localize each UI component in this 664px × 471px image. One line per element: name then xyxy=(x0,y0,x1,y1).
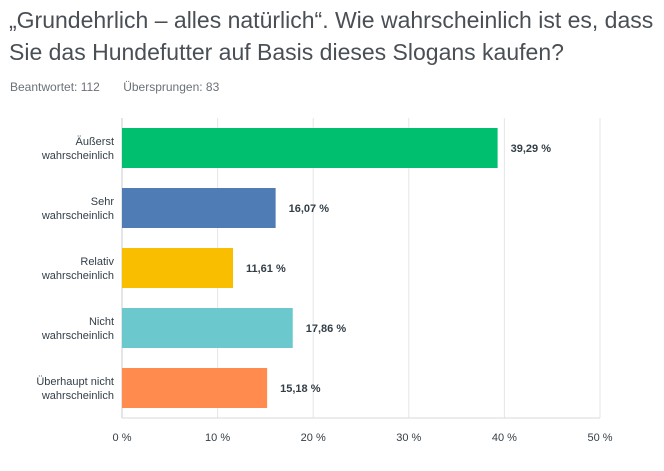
category-label: Relativ wahrscheinlich xyxy=(41,256,115,282)
value-label: 11,61 % xyxy=(246,263,286,275)
category-label: Äußerst wahrscheinlich xyxy=(41,136,114,162)
value-label: 17,86 % xyxy=(306,323,347,335)
bar xyxy=(122,248,233,288)
bar xyxy=(122,368,268,408)
category-label: Nicht wahrscheinlich xyxy=(41,316,114,342)
value-label: 15,18 % xyxy=(280,383,321,395)
x-tick-label: 10 % xyxy=(205,432,230,444)
skipped-count: Übersprungen: 83 xyxy=(123,80,220,94)
x-tick-label: 0 % xyxy=(113,432,132,444)
x-tick-label: 30 % xyxy=(396,432,421,444)
category-label: Überhaupt nicht wahrscheinlich xyxy=(36,376,114,402)
x-tick-label: 20 % xyxy=(301,432,326,444)
value-label: 39,29 % xyxy=(511,143,552,155)
bar xyxy=(122,188,276,228)
answered-count: Beantwortet: 112 xyxy=(10,80,100,94)
bar xyxy=(122,128,498,168)
bar xyxy=(122,308,293,348)
category-label: Sehr wahrscheinlich xyxy=(41,196,114,222)
question-title: „Grundehrlich – alles natürlich“. Wie wa… xyxy=(9,7,654,65)
value-label: 16,07 % xyxy=(289,203,330,215)
response-stats: Beantwortet: 112 Übersprungen: 83 xyxy=(10,80,239,94)
x-tick-label: 50 % xyxy=(587,432,612,444)
x-tick-label: 40 % xyxy=(492,432,517,444)
